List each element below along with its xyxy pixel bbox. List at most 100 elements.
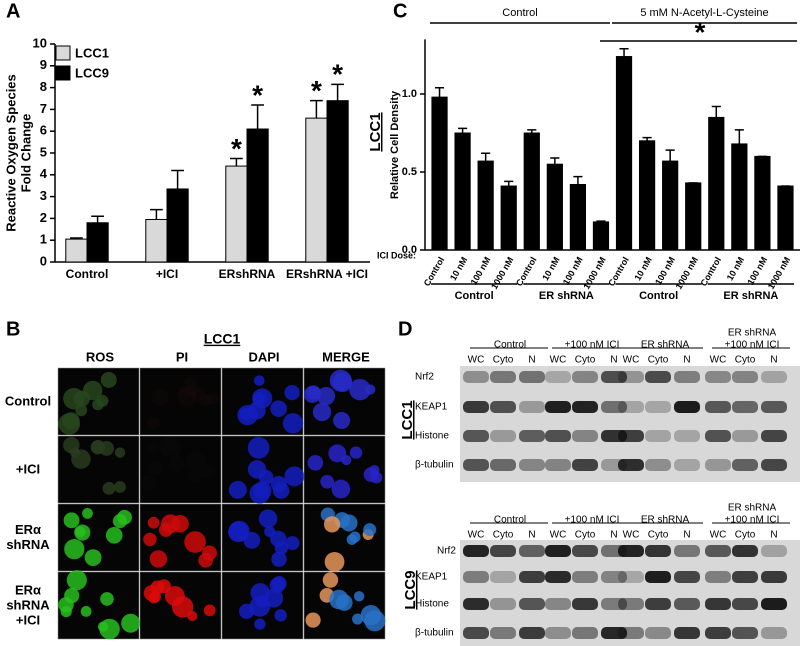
cell bbox=[140, 474, 157, 491]
cell bbox=[199, 463, 215, 479]
cell bbox=[303, 385, 321, 403]
bar bbox=[569, 183, 587, 251]
bar bbox=[777, 185, 794, 251]
cell bbox=[349, 531, 361, 543]
significance: * bbox=[252, 79, 263, 110]
x-tick-label: Control bbox=[514, 255, 539, 288]
error-bar bbox=[642, 136, 652, 141]
bar bbox=[638, 140, 656, 251]
lane-label: Cyto bbox=[575, 355, 596, 366]
y-axis-label: Reactive Oxygen Species bbox=[3, 74, 18, 232]
band bbox=[490, 571, 516, 583]
cell bbox=[365, 384, 376, 395]
band bbox=[674, 627, 700, 639]
band bbox=[490, 545, 516, 557]
cell bbox=[150, 580, 165, 595]
x-tick-label: 100 nM bbox=[469, 255, 493, 286]
cell bbox=[84, 549, 102, 567]
cell bbox=[168, 454, 185, 472]
cell bbox=[69, 447, 80, 458]
panel-letter: D bbox=[398, 318, 412, 340]
band bbox=[545, 430, 571, 442]
band bbox=[732, 545, 758, 557]
x-tick-label: 10 nM bbox=[540, 255, 561, 282]
cell bbox=[100, 592, 114, 606]
x-tick-label: 100 nM bbox=[653, 255, 677, 286]
bar bbox=[166, 188, 189, 263]
group-label: +100 nM ICI bbox=[565, 340, 620, 351]
band bbox=[572, 598, 598, 610]
cell bbox=[164, 586, 185, 606]
y-tick-label: 6 bbox=[40, 123, 47, 138]
cell bbox=[307, 455, 324, 471]
band bbox=[572, 459, 598, 471]
band bbox=[732, 571, 758, 583]
lane-label: Cyto bbox=[735, 355, 756, 366]
cell bbox=[255, 595, 269, 608]
cell bbox=[274, 609, 287, 622]
cell bbox=[316, 386, 336, 406]
x-tick-label: ERshRNA +ICI bbox=[286, 267, 368, 281]
lane-label: WC bbox=[623, 530, 640, 541]
bar bbox=[546, 163, 563, 251]
lane-label: N bbox=[770, 355, 777, 366]
lane-label: Cyto bbox=[493, 355, 514, 366]
lane-label: Cyto bbox=[648, 355, 669, 366]
legend-swatch bbox=[55, 45, 71, 61]
cell bbox=[159, 523, 173, 537]
bar bbox=[523, 132, 540, 251]
error-bar bbox=[573, 175, 583, 185]
band bbox=[601, 627, 627, 639]
error-bar bbox=[331, 83, 344, 101]
band bbox=[545, 401, 571, 413]
y-tick-label: 5 bbox=[40, 144, 47, 159]
cell bbox=[83, 380, 103, 401]
cell bbox=[270, 400, 287, 417]
cell bbox=[64, 539, 85, 560]
cell bbox=[282, 413, 304, 434]
band bbox=[618, 598, 644, 610]
lane-label: Cyto bbox=[493, 530, 514, 541]
band bbox=[490, 459, 516, 471]
cell bbox=[247, 437, 270, 459]
band bbox=[519, 459, 545, 471]
band bbox=[645, 571, 671, 583]
cell bbox=[324, 551, 345, 572]
lane-label: WC bbox=[623, 355, 640, 366]
error-bar bbox=[434, 87, 445, 98]
micrograph bbox=[139, 435, 222, 504]
band bbox=[572, 401, 598, 413]
bar bbox=[145, 218, 168, 263]
band bbox=[732, 459, 758, 471]
cell bbox=[151, 389, 169, 406]
cell bbox=[99, 440, 114, 456]
row-label: β-tubulin bbox=[415, 628, 454, 639]
band bbox=[519, 401, 545, 413]
legend-swatch bbox=[55, 65, 71, 81]
error-bar bbox=[70, 237, 83, 240]
lane-label: Cyto bbox=[648, 530, 669, 541]
band bbox=[732, 371, 758, 383]
row-label: shRNA bbox=[6, 537, 50, 552]
x-tick-label: 10 nM bbox=[448, 255, 469, 282]
x-tick-label: 10 nM bbox=[725, 255, 746, 282]
column-label: MERGE bbox=[322, 349, 370, 364]
error-bar bbox=[665, 149, 675, 162]
cell bbox=[199, 393, 212, 407]
band bbox=[674, 598, 700, 610]
cell bbox=[82, 508, 93, 519]
band bbox=[618, 401, 644, 413]
panel-title: LCC1 bbox=[204, 331, 241, 347]
cell bbox=[363, 523, 377, 537]
panel-letter: B bbox=[6, 318, 20, 340]
lane-label: Cyto bbox=[575, 530, 596, 541]
group-label: ER shRNA bbox=[728, 503, 777, 514]
band bbox=[618, 371, 644, 383]
x-tick-label: +ICI bbox=[156, 267, 178, 281]
error-bar bbox=[504, 180, 514, 187]
bar bbox=[662, 160, 679, 251]
y-tick-label: 0.5 bbox=[402, 166, 417, 178]
cell bbox=[363, 467, 379, 482]
band bbox=[761, 598, 787, 610]
cell bbox=[349, 446, 363, 459]
